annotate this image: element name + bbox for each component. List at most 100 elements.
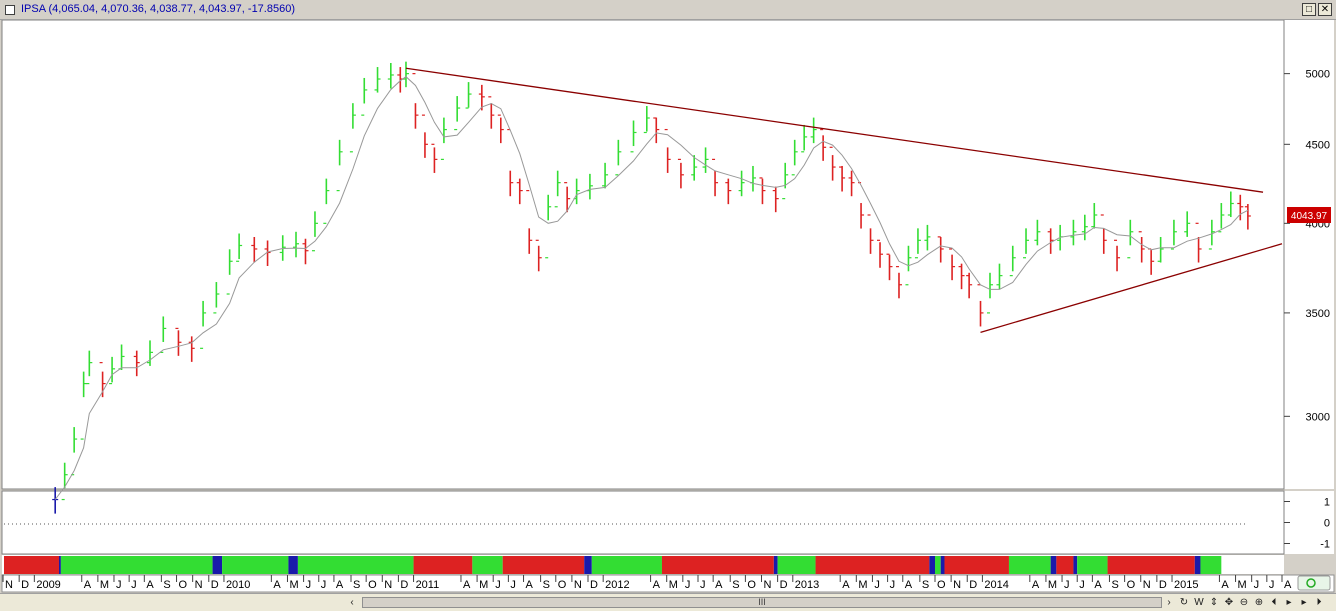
time-axis-label: A	[336, 579, 344, 591]
trendlines	[405, 67, 1283, 333]
time-axis-label: J	[321, 579, 327, 591]
support-trendline	[980, 243, 1283, 333]
oscillator-plot-area	[1, 490, 1285, 555]
time-axis-label: 2012	[605, 579, 629, 591]
time-axis-label: J	[890, 579, 896, 591]
scroll-end-icon[interactable]: ⏵	[1316, 597, 1322, 608]
page-right-icon[interactable]: ▸	[1301, 597, 1307, 608]
time-axis-label: O	[368, 579, 377, 591]
time-axis-label: J	[510, 579, 516, 591]
time-axis-label: A	[146, 579, 154, 591]
close-button[interactable]: ✕	[1318, 3, 1332, 16]
regime-band-neutral	[212, 556, 223, 574]
time-axis-label: S	[922, 579, 929, 591]
time-axis-label: J	[700, 579, 706, 591]
resistance-trendline	[405, 67, 1264, 193]
time-axis-label: O	[937, 579, 946, 591]
time-axis-label: 2011	[416, 579, 440, 591]
oscillator-axis: 1 0 -1	[1284, 497, 1330, 551]
regime-band-neutral	[1194, 556, 1201, 574]
scroll-thumb[interactable]: III	[362, 597, 1162, 608]
regime-band-neutral	[58, 556, 61, 574]
time-axis-label: J	[1254, 579, 1260, 591]
refresh-icon[interactable]: ↻	[1179, 597, 1189, 608]
time-axis-label: N	[195, 579, 203, 591]
regime-strip	[4, 556, 1222, 574]
window-titlebar: IPSA (4,065.04, 4,070.36, 4,038.77, 4,04…	[0, 0, 1336, 20]
time-axis-label: 2009	[36, 579, 60, 591]
window-title: IPSA (4,065.04, 4,070.36, 4,038.77, 4,04…	[21, 3, 295, 15]
time-axis-label: J	[1064, 579, 1070, 591]
regime-band-up	[472, 556, 503, 574]
time-axis-label: A	[715, 579, 723, 591]
time-axis-label: J	[131, 579, 137, 591]
time-axis-label: D	[211, 579, 219, 591]
time-axis-label: 2014	[984, 579, 1008, 591]
oscillator-axis-label: -1	[1320, 539, 1330, 551]
price-axis-label: 3000	[1306, 411, 1330, 423]
time-axis-label: M	[1048, 579, 1057, 591]
price-axis-label: 5000	[1306, 69, 1330, 81]
settings-toggle[interactable]	[1297, 575, 1331, 591]
regime-band-down	[661, 556, 774, 574]
zoom-in-icon[interactable]: ⊕	[1254, 597, 1264, 608]
time-axis-label: S	[353, 579, 360, 591]
chart-window-icon[interactable]	[5, 5, 15, 15]
time-axis-label: J	[874, 579, 880, 591]
time-axis-label: J	[116, 579, 122, 591]
moving-average-line	[54, 76, 1249, 500]
w-label-icon[interactable]: W	[1194, 597, 1204, 608]
time-axis-label: N	[574, 579, 582, 591]
time-axis-label: O	[747, 579, 756, 591]
price-axis-label: 4500	[1306, 139, 1330, 151]
regime-band-down	[815, 556, 930, 574]
time-axis-label: M	[100, 579, 109, 591]
last-price-label: 4043.97	[1291, 211, 1328, 222]
time-axis-label: S	[732, 579, 739, 591]
time-axis-label: D	[400, 579, 408, 591]
scroll-left-arrow-icon[interactable]: ‹	[350, 597, 354, 608]
time-axis-label: A	[1032, 579, 1040, 591]
time-axis-label: J	[495, 579, 501, 591]
regime-band-neutral	[940, 556, 945, 574]
time-axis-label: S	[543, 579, 550, 591]
time-axis-label: A	[842, 579, 850, 591]
time-axis-area	[1, 574, 1335, 593]
toggle-circle-icon	[1306, 578, 1316, 588]
time-axis-label: A	[1094, 579, 1102, 591]
regime-band-down	[944, 556, 1009, 574]
time-axis-label: S	[1111, 579, 1118, 591]
regime-band-down	[1056, 556, 1074, 574]
regime-band-down	[502, 556, 585, 574]
time-axis-label: J	[1269, 579, 1275, 591]
scroll-right-arrow-icon[interactable]: ›	[1167, 597, 1171, 608]
time-axis-label: A	[273, 579, 281, 591]
page-left-icon[interactable]: ▸	[1286, 597, 1292, 608]
time-axis-label: M	[669, 579, 678, 591]
time-axis-label: N	[1143, 579, 1151, 591]
zoom-out-icon[interactable]: ⊖	[1239, 597, 1249, 608]
price-axis-label: 3500	[1306, 308, 1330, 320]
time-axis-label: M	[479, 579, 488, 591]
regime-band-up	[1008, 556, 1051, 574]
regime-band-up	[591, 556, 662, 574]
regime-band-neutral	[773, 556, 778, 574]
time-axis-label: 2015	[1174, 579, 1198, 591]
time-axis-label: D	[780, 579, 788, 591]
horizontal-scrollbar[interactable]: ‹ III › ↻ W ⇕ ✥ ⊖ ⊕ ⏴ ▸ ▸ ⏵	[0, 593, 1336, 611]
regime-band-neutral	[929, 556, 936, 574]
restore-button[interactable]: □	[1302, 3, 1316, 16]
time-axis-label: A	[1221, 579, 1229, 591]
regime-band-up	[1200, 556, 1222, 574]
time-axis-label: D	[1159, 579, 1167, 591]
move-icon[interactable]: ✥	[1224, 597, 1234, 608]
regime-band-down	[4, 556, 59, 574]
fit-icon[interactable]: ⇕	[1209, 597, 1219, 608]
time-axis-label: O	[179, 579, 188, 591]
scroll-start-icon[interactable]: ⏴	[1271, 597, 1277, 608]
time-axis-label: 2010	[226, 579, 250, 591]
main-plot-area	[1, 20, 1285, 490]
time-axis-label: J	[1079, 579, 1085, 591]
time-axis-label: A	[653, 579, 661, 591]
